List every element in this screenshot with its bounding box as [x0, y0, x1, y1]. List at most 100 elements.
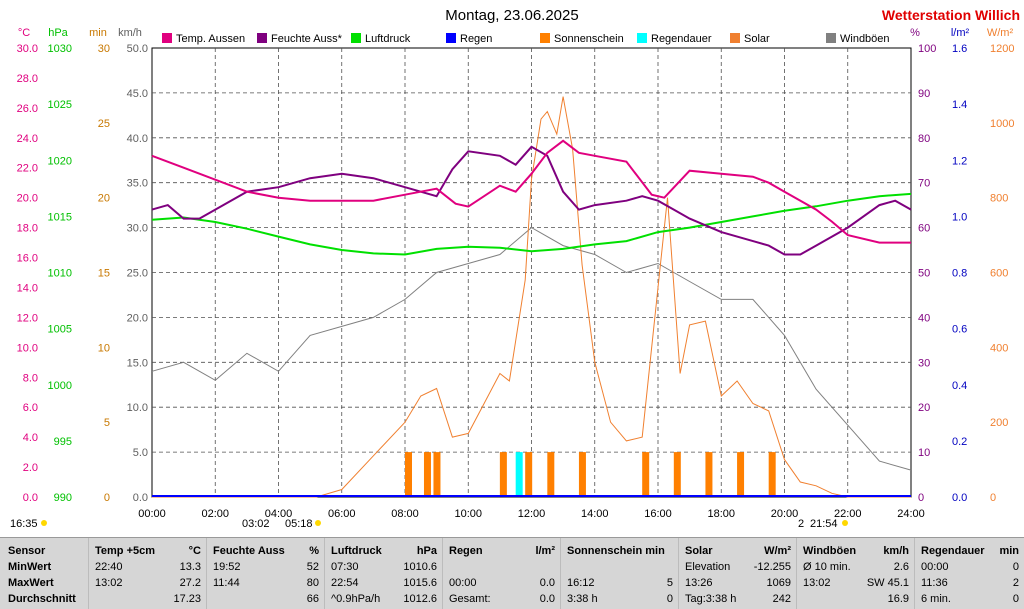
humidity-tick-label: 80: [918, 133, 930, 145]
stats-label-sensor: Sensor: [8, 545, 46, 557]
stats-head-unit: min: [999, 545, 1019, 557]
stats-label-max: MaxWert: [8, 577, 54, 589]
humidity-tick-label: 100: [918, 43, 936, 55]
temp-tick-label: 6.0: [23, 402, 38, 414]
x-tick-label: 10:00: [454, 508, 482, 520]
stats-row: 00:00 0: [915, 559, 1024, 575]
wind-tick-label: 5.0: [133, 447, 148, 459]
stats-cell-time: 19:52: [213, 561, 241, 573]
stats-label-min: MinWert: [8, 561, 52, 573]
legend-label: Sonnenschein: [554, 33, 624, 45]
x-tick-label: 18:00: [707, 508, 735, 520]
stats-head-unit: km/h: [883, 545, 909, 557]
stats-head-label: Sonnenschein min: [567, 545, 665, 557]
stats-column: Temp +5cm °C 22:40 13.3 13:02 27.2 17.23: [88, 538, 207, 609]
legend-label: Regendauer: [651, 33, 712, 45]
temp-tick-label: 26.0: [17, 103, 38, 115]
bar-sonnenschein: [423, 452, 431, 497]
stats-cell-time: 13:26: [685, 577, 713, 589]
sun-icon: [41, 520, 47, 526]
stats-column-head: Luftdruck hPa: [325, 543, 443, 559]
rain-tick-label: 1.4: [952, 99, 967, 111]
sun-event-left-time: 16:35: [10, 518, 38, 530]
stats-row: 22:40 13.3: [89, 559, 207, 575]
legend-swatch: [826, 33, 836, 43]
stats-column: Regendauer min 00:00 0 11:36 2 6 min. 0: [914, 538, 1024, 609]
pressure-tick-label: 1010: [48, 268, 72, 280]
rain-tick-label: 1.0: [952, 211, 967, 223]
temp-tick-label: 0.0: [23, 492, 38, 504]
rain-tick-label: 0.4: [952, 380, 967, 392]
wind-tick-label: 0.0: [133, 492, 148, 504]
stats-cell-value: 1069: [766, 577, 791, 589]
series-line-windb-en: [151, 226, 912, 471]
stats-cell-time: 00:00: [449, 577, 477, 589]
legend-label: Temp. Aussen: [176, 33, 245, 45]
chart-legend: Temp. Aussen Feuchte Auss* Luftdruck Regen S…: [162, 33, 890, 45]
x-tick-label: 02:00: [201, 508, 229, 520]
temp-tick-label: 12.0: [17, 312, 38, 324]
humidity-tick-label: 30: [918, 357, 930, 369]
bar-sonnenschein: [642, 452, 650, 497]
bar-sonnenschein: [705, 452, 713, 497]
stats-row: 17.23: [89, 591, 207, 607]
stats-head-label: Regendauer: [921, 545, 985, 557]
stats-cell-time: 13:02: [95, 577, 123, 589]
stats-cell-time: 13:02: [803, 577, 831, 589]
stats-head-unit: l/m²: [535, 545, 555, 557]
stats-column: Regen l/m² 00:00 0.0 Gesamt: 0.0: [442, 538, 561, 609]
temp-tick-label: 28.0: [17, 73, 38, 85]
stats-cell-value: 52: [306, 561, 319, 573]
humidity-tick-label: 40: [918, 312, 930, 324]
stats-row: 07:30 1010.6: [325, 559, 443, 575]
stats-row: 00:00 0.0: [443, 575, 561, 591]
humidity-axis-unit: %: [910, 27, 920, 39]
pressure-axis-unit: hPa: [48, 27, 68, 39]
pressure-tick-label: 1025: [48, 99, 72, 111]
stats-cell-time: 3:38 h: [567, 593, 598, 605]
stats-column-head: Regendauer min: [915, 543, 1024, 559]
stats-column: Luftdruck hPa 07:30 1010.6 22:54 1015.6 ^0.9hP…: [324, 538, 443, 609]
stats-cell-value: 242: [772, 593, 791, 605]
humidity-tick-label: 0: [918, 492, 924, 504]
stats-cell-time: 00:00: [921, 561, 949, 573]
stats-column: Windböen km/h Ø 10 min. 2.6 13:02 SW 45.1 16.9: [796, 538, 915, 609]
pressure-tick-label: 995: [54, 436, 72, 448]
stats-cell-value: SW 45.1: [866, 577, 909, 589]
stats-cell-time: Elevation: [685, 561, 731, 573]
wind-tick-label: 25.0: [127, 268, 148, 280]
temp-tick-label: 14.0: [17, 282, 38, 294]
x-tick-label: 16:00: [644, 508, 672, 520]
humidity-tick-label: 90: [918, 88, 930, 100]
stats-head-label: Windböen: [803, 545, 857, 557]
weather-chart: °C30.028.026.024.022.020.018.016.014.012…: [10, 7, 1020, 530]
stats-row: Gesamt: 0.0: [443, 591, 561, 607]
stats-column-head: Regen l/m²: [443, 543, 561, 559]
stats-cell-time: 11:44: [213, 577, 240, 589]
left-axes: °C 30.0 28.0 26.0 24.0 22.0 20.0 18.0 16.0 14.0 12…: [17, 27, 148, 504]
stats-cell-value: 0: [666, 593, 673, 605]
minutes-tick-label: 10: [98, 342, 110, 354]
stats-cell-value: 1010.6: [403, 561, 437, 573]
humidity-tick-label: 70: [918, 178, 930, 190]
minutes-tick-label: 30: [98, 43, 110, 55]
series-line-solar: [152, 96, 911, 498]
temp-axis-unit: °C: [18, 27, 30, 39]
x-tick-label: 04:00: [265, 508, 293, 520]
right-axes: %1009080706050403020100l/m²1.61.41.21.00…: [910, 27, 1014, 504]
rain-tick-label: 0.8: [952, 268, 967, 280]
stats-row: 13:02 SW 45.1: [797, 575, 915, 591]
rain-tick-label: 0.2: [952, 436, 967, 448]
solar-tick-label: 800: [990, 193, 1008, 205]
minutes-tick-label: 0: [104, 492, 110, 504]
sun-events: 16:35 03:02 05:18 2 21:54: [10, 518, 848, 530]
pressure-tick-label: 1000: [48, 380, 72, 392]
legend-label: Solar: [744, 33, 770, 45]
solar-tick-label: 1200: [990, 43, 1014, 55]
bar-sonnenschein: [768, 452, 776, 497]
rain-tick-label: 0.0: [952, 492, 967, 504]
pressure-tick-label: 990: [54, 492, 72, 504]
x-tick-label: 24:00: [897, 508, 925, 520]
stats-cell-value: 17.23: [173, 593, 201, 605]
stats-head-unit: °C: [188, 545, 201, 557]
